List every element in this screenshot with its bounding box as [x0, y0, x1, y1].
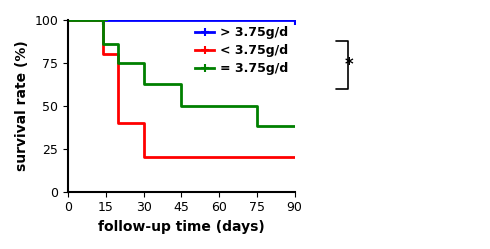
Text: *: *: [344, 56, 353, 74]
X-axis label: follow-up time (days): follow-up time (days): [98, 220, 265, 234]
Y-axis label: survival rate (%): survival rate (%): [15, 41, 29, 171]
Legend: > 3.75g/d, < 3.75g/d, = 3.75g/d: > 3.75g/d, < 3.75g/d, = 3.75g/d: [195, 26, 289, 75]
